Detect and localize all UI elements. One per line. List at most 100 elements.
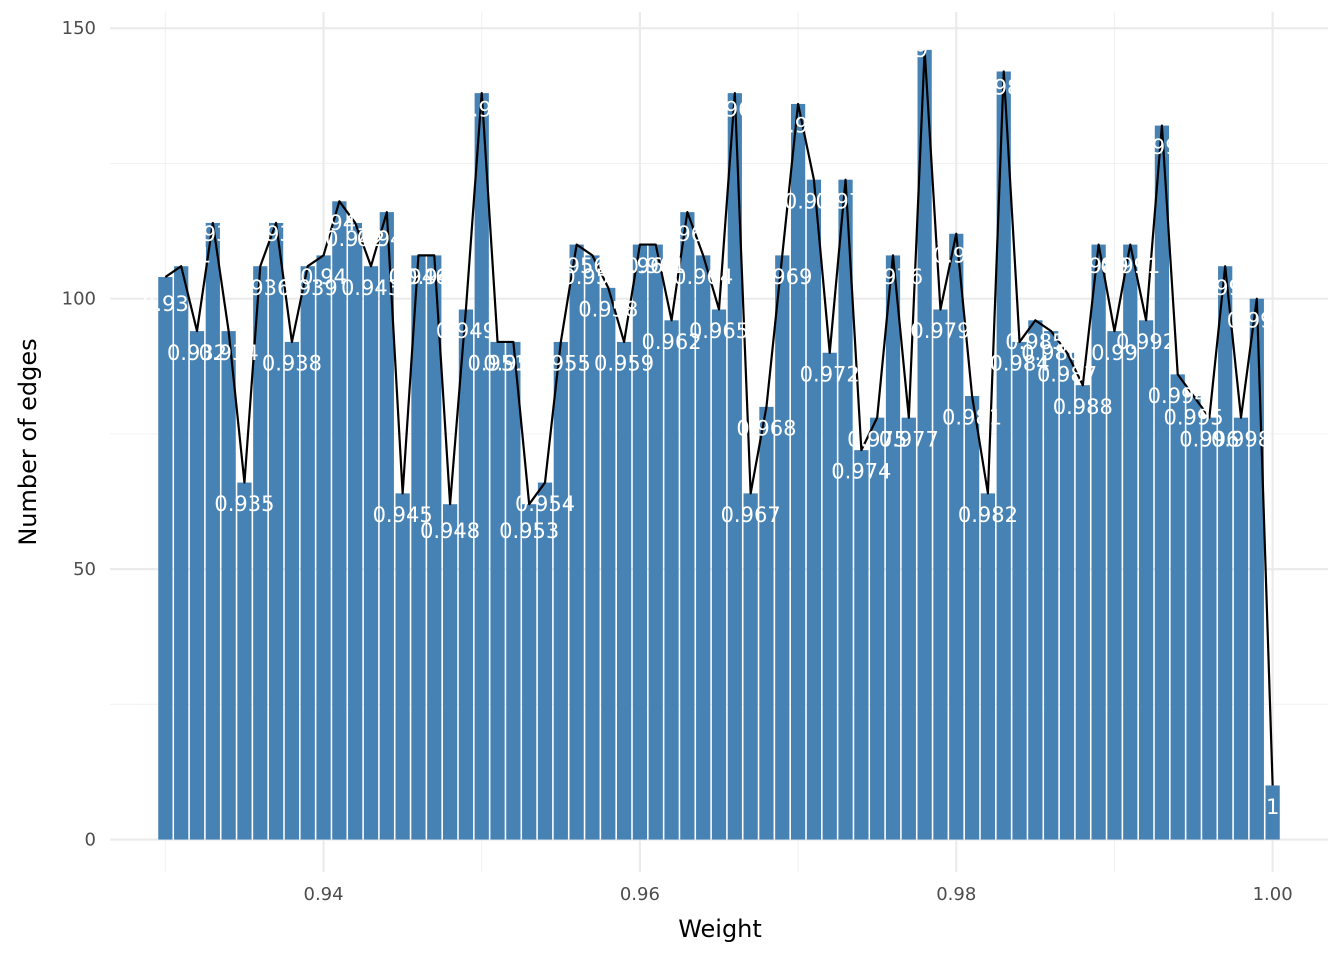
bar <box>1075 385 1090 840</box>
bar <box>553 341 568 840</box>
bar <box>1028 320 1043 840</box>
y-tick-label: 0 <box>85 830 96 851</box>
bar <box>427 255 442 840</box>
bar-value-label: 0.987 <box>1037 362 1097 386</box>
bar <box>253 266 268 840</box>
bar-value-label: 0.95 <box>458 97 505 121</box>
bar <box>1154 125 1170 840</box>
bar-value-label: 0.942 <box>325 227 385 251</box>
bar-value-label: 0.996 <box>1179 427 1239 451</box>
bar-value-label: 0.97 <box>775 114 822 138</box>
bar-value-label: 0.997 <box>1195 276 1255 300</box>
bar-value-label: 0.98 <box>933 243 980 267</box>
bar-value-label: 0.948 <box>420 519 480 543</box>
bar-value-label: 0.983 <box>974 76 1034 100</box>
bar-value-label: 0.978 <box>895 38 955 62</box>
y-tick-label: 150 <box>62 18 96 39</box>
bar <box>838 179 853 840</box>
bar <box>711 309 727 840</box>
bar <box>1091 244 1106 840</box>
bar <box>379 212 394 840</box>
bar <box>1107 331 1122 840</box>
bar-value-label: 0.96 <box>617 254 664 278</box>
bar-value-label: 0.93 <box>142 292 189 316</box>
bar <box>885 255 901 840</box>
bar <box>933 309 948 840</box>
bar <box>806 179 822 840</box>
bar <box>522 504 537 840</box>
bar-value-label: 0.954 <box>515 492 575 516</box>
bar <box>743 493 758 840</box>
bar <box>205 222 220 840</box>
bar <box>601 287 616 840</box>
bar-value-label: 0.993 <box>1132 135 1192 159</box>
bar-value-label: 0.943 <box>341 276 401 300</box>
bar-value-label: 0.963 <box>657 222 717 246</box>
bar <box>1170 374 1185 840</box>
bar <box>348 222 363 840</box>
bar <box>648 244 663 840</box>
bar-value-label: 0.965 <box>689 319 749 343</box>
bar <box>870 417 885 840</box>
bar-value-label: 0.986 <box>1021 341 1081 365</box>
bar-value-label: 1 <box>1266 795 1279 819</box>
bar-value-label: 0.944 <box>357 227 417 251</box>
bar-value-label: 0.977 <box>879 427 939 451</box>
y-axis-title: Number of edges <box>14 338 42 545</box>
bar-value-label: 0.951 <box>467 352 527 376</box>
bar <box>775 255 790 840</box>
x-tick-label: 1.00 <box>1253 884 1293 905</box>
bar <box>585 255 600 840</box>
bar-value-label: 0.998 <box>1211 427 1271 451</box>
bar-value-label: 0.971 <box>784 189 844 213</box>
bar-value-label: 0.969 <box>752 265 812 289</box>
bar <box>696 255 711 840</box>
bar-value-label: 0.962 <box>641 330 701 354</box>
bar <box>680 212 695 840</box>
bar-value-label: 0.974 <box>831 460 891 484</box>
bar <box>506 341 521 840</box>
bar-value-label: 0.958 <box>578 297 638 321</box>
bar-value-label: 0.934 <box>199 341 259 365</box>
bar <box>221 331 236 840</box>
bar <box>1123 244 1138 840</box>
bar <box>632 244 648 840</box>
bar <box>616 341 632 840</box>
bar <box>537 482 553 840</box>
bar <box>174 266 189 840</box>
bar <box>980 493 996 840</box>
bar-value-label: 0.991 <box>1100 254 1160 278</box>
bar <box>442 504 458 840</box>
bar <box>1202 417 1217 840</box>
bar-value-label: 0.999 <box>1227 308 1287 332</box>
bar-value-label: 0.981 <box>942 406 1002 430</box>
bar <box>458 309 474 840</box>
bar <box>1138 320 1154 840</box>
bar-value-label: 0.966 <box>705 97 765 121</box>
bar-value-label: 0.946 <box>388 265 448 289</box>
bar-value-label: 0.984 <box>989 352 1049 376</box>
bar <box>158 277 173 840</box>
bar-labels: 0.930.9310.9320.9330.9340.9350.9360.9370… <box>142 38 1287 819</box>
bar-value-label: 0.964 <box>673 265 733 289</box>
bar-value-label: 0.989 <box>1069 254 1129 278</box>
bar <box>822 352 837 840</box>
bar-value-label: 0.932 <box>167 341 227 365</box>
x-axis-ticks: 0.94 0.96 0.98 1.00 <box>304 884 1293 905</box>
y-tick-label: 100 <box>62 289 96 310</box>
bars <box>158 49 1280 840</box>
bar-value-label: 0.961 <box>626 254 686 278</box>
bar <box>1265 785 1280 840</box>
line-overlay <box>164 48 1274 786</box>
bar-value-label: 0.931 <box>151 243 211 267</box>
bar <box>917 49 932 840</box>
bar <box>727 93 742 840</box>
y-axis-ticks: 0 50 100 150 <box>62 18 96 850</box>
bar <box>1059 352 1075 840</box>
bar-value-label: 0.94 <box>300 265 347 289</box>
bar-value-label: 0.99 <box>1091 341 1138 365</box>
bar-value-label: 0.973 <box>815 189 875 213</box>
bar <box>854 450 869 840</box>
bar <box>411 255 426 840</box>
